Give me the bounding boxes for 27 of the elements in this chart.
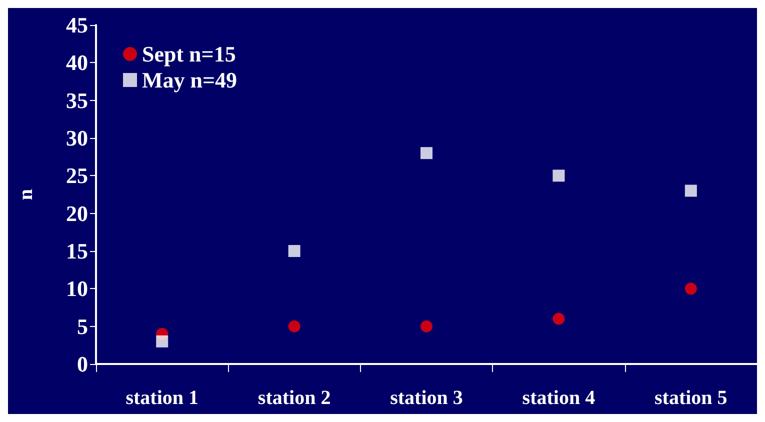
legend-label: May n=49 <box>142 68 238 92</box>
point <box>684 282 697 295</box>
y-tick-label: 10 <box>66 276 88 302</box>
y-tick-label: 45 <box>66 12 88 38</box>
y-tick-label: 35 <box>66 88 88 113</box>
x-tick-label: station 4 <box>522 387 596 409</box>
point <box>420 147 432 160</box>
point <box>552 312 565 325</box>
point <box>552 170 565 182</box>
point <box>288 245 300 257</box>
x-tick-label: station 1 <box>126 387 198 409</box>
y-tick-label: 15 <box>66 238 88 264</box>
point <box>420 320 432 332</box>
point <box>684 184 697 197</box>
y-tick-label: 0 <box>77 352 88 376</box>
y-tick-label: 20 <box>66 200 88 226</box>
y-tick-label: 25 <box>66 163 88 188</box>
legend-label: Sept n=15 <box>142 42 236 66</box>
y-tick-label: 5 <box>77 314 88 339</box>
point <box>156 335 168 348</box>
x-tick-label: station 2 <box>258 387 331 409</box>
x-tick-label: station 5 <box>654 387 728 409</box>
y-tick-label: 30 <box>66 126 88 150</box>
x-tick-label: station 3 <box>390 387 463 409</box>
point <box>288 320 300 332</box>
y-tick-label: 40 <box>66 50 88 76</box>
y-axis-title: n <box>15 188 37 200</box>
